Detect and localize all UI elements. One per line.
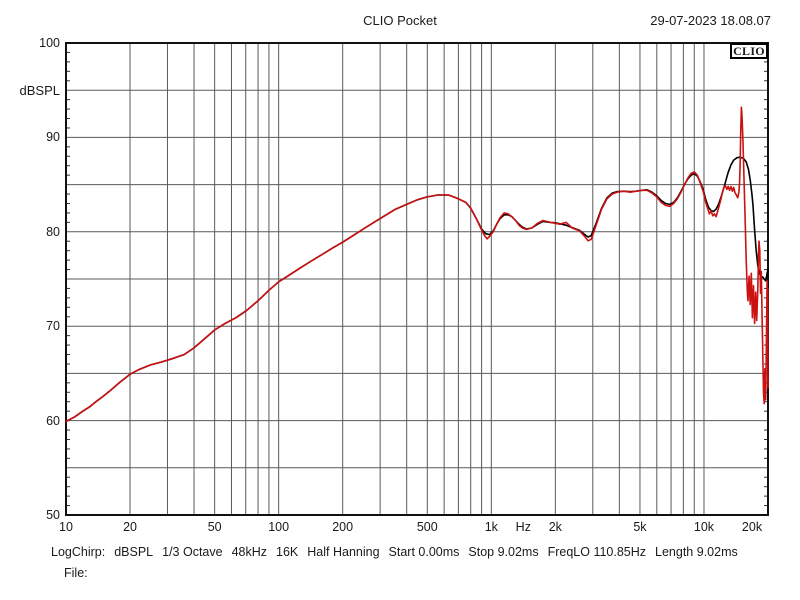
x-axis-unit-label: Hz bbox=[515, 520, 531, 534]
setting-item: dBSPL bbox=[114, 545, 154, 559]
y-tick-label: 100 bbox=[39, 36, 60, 50]
y-tick-label: 50 bbox=[46, 508, 60, 522]
y-tick-label: 90 bbox=[46, 130, 60, 145]
curve-measured-response-red bbox=[65, 106, 769, 423]
x-tick-label: 50 bbox=[207, 520, 222, 534]
window-title: CLIO Pocket bbox=[363, 13, 437, 28]
setting-item: LogChirp: bbox=[51, 545, 106, 559]
y-tick-label: 70 bbox=[46, 319, 60, 334]
header-datetime: 29-07-2023 18.08.07 bbox=[650, 13, 771, 28]
x-tick-label: 20 bbox=[123, 520, 137, 534]
file-label: File: bbox=[64, 566, 88, 580]
setting-item: FreqLO 110.85Hz bbox=[547, 545, 647, 559]
chart-frame bbox=[65, 42, 769, 516]
x-tick-label: 100 bbox=[268, 520, 290, 534]
y-axis-unit-label: dBSPL bbox=[19, 83, 60, 98]
setting-item: Length 9.02ms bbox=[655, 545, 738, 559]
x-tick-label: 20k bbox=[741, 520, 763, 534]
y-tick-label: 60 bbox=[46, 413, 60, 428]
setting-item: 48kHz bbox=[231, 545, 268, 559]
clio-logo: CLIO bbox=[730, 43, 768, 59]
x-tick-label: 10k bbox=[693, 520, 715, 534]
x-tick-label: 200 bbox=[332, 520, 354, 534]
x-tick-label: 5k bbox=[633, 520, 647, 534]
setting-item: Half Hanning bbox=[307, 545, 380, 559]
x-tick-label: 10 bbox=[59, 520, 73, 534]
curve-reference-response-black bbox=[65, 156, 769, 423]
x-tick-label: 1k bbox=[484, 520, 498, 534]
setting-item: Start 0.00ms bbox=[388, 545, 460, 559]
setting-item: Stop 9.02ms bbox=[468, 545, 539, 559]
setting-item: 1/3 Octave bbox=[162, 545, 223, 559]
measurement-settings-bar: LogChirp: dBSPL 1/3 Octave 48kHz 16K Half Han… bbox=[51, 545, 738, 559]
x-tick-label: 500 bbox=[416, 520, 438, 534]
x-tick-label: 2k bbox=[548, 520, 562, 534]
y-tick-label: 80 bbox=[46, 224, 60, 239]
setting-item: 16K bbox=[276, 545, 299, 559]
file-line: File: bbox=[64, 566, 88, 580]
